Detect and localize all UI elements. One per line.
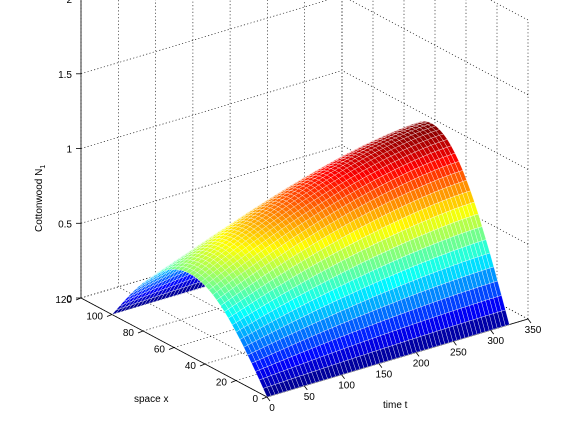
tick-label-t: 100 [338, 381, 355, 392]
grid-line [80, 0, 329, 75]
tick-label-z: 1 [66, 145, 72, 156]
tick-label-t: 0 [269, 403, 275, 414]
tick-labels: 05010015020025030035002040608010012000.5… [55, 0, 541, 414]
tick-label-t: 50 [304, 392, 316, 403]
tick-mark-t [527, 318, 532, 324]
tick-mark-t [490, 329, 495, 335]
surface-cell [262, 386, 272, 398]
tick-mark-t [303, 385, 308, 391]
x-axis-label: time t [383, 400, 408, 411]
tick-label-x: 20 [216, 378, 228, 389]
tick-label-t: 300 [487, 336, 504, 347]
tick-label-x: 40 [185, 361, 197, 372]
y-axis-label: space x [134, 394, 168, 405]
tick-label-x: 120 [55, 295, 72, 306]
grid-line [80, 145, 343, 224]
tick-label-z: 1.5 [58, 70, 72, 81]
z-axis-label-main: Cottonwood N [34, 169, 45, 232]
grid-line [489, 0, 529, 21]
tick-label-x: 0 [252, 394, 258, 405]
tick-label-t: 250 [450, 347, 467, 358]
grid-line [80, 70, 343, 149]
tick-mark-t [415, 352, 420, 357]
tick-mark-x [168, 347, 175, 350]
tick-label-x: 60 [154, 345, 166, 356]
tick-mark-t [453, 341, 457, 346]
surface-mesh [111, 121, 510, 398]
tick-label-z: 0 [66, 294, 72, 305]
tick-label-t: 200 [413, 358, 430, 369]
tick-label-z: 0.5 [58, 219, 72, 230]
tick-mark-x [106, 314, 113, 317]
grid-line [341, 70, 529, 170]
tick-label-t: 150 [376, 370, 393, 381]
tick-mark-t [266, 396, 271, 402]
tick-mark-x [199, 363, 206, 367]
z-axis-label-sub: 1 [40, 165, 47, 169]
tick-mark-t [341, 374, 345, 379]
tick-label-x: 100 [86, 312, 103, 323]
grid-line [349, 0, 529, 96]
tick-label-z: 2 [66, 0, 72, 6]
tick-mark-x [261, 396, 268, 400]
tick-mark-x [137, 330, 144, 334]
tick-label-t: 350 [525, 325, 542, 336]
tick-label-x: 80 [123, 328, 135, 339]
z-axis-label: Cottonwood N1 [34, 165, 47, 232]
grid-line [341, 145, 529, 245]
tick-mark-x [230, 380, 237, 383]
tick-mark-t [378, 363, 383, 368]
